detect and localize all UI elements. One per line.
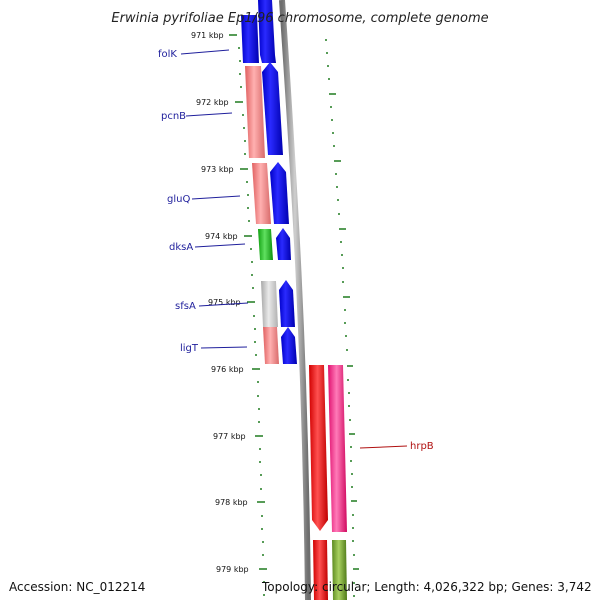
- gene-label-gluQ[interactable]: gluQ: [167, 194, 190, 205]
- gene-label-ligT[interactable]: ligT: [180, 343, 199, 354]
- tick-label-979: 979 kbp: [216, 565, 249, 574]
- feature-block-pcnB[interactable]: [245, 66, 265, 158]
- cds-arrow-next[interactable]: [313, 540, 328, 600]
- cds-arrow-sfsA[interactable]: [279, 280, 295, 327]
- feature-block-gluQ[interactable]: [252, 163, 271, 224]
- feature-block-ligT[interactable]: [263, 327, 279, 364]
- feature-block-hrpB[interactable]: [328, 365, 347, 532]
- genome-summary: Topology: circular; Length: 4,026,322 bp…: [262, 580, 592, 594]
- tick-label-975: 975 kbp: [208, 298, 241, 307]
- feature-block-sfsA[interactable]: [261, 281, 278, 327]
- tick-label-973: 973 kbp: [201, 165, 234, 174]
- gene-leader-gluQ: [191, 195, 241, 200]
- outer-tick-track: [325, 39, 359, 597]
- tick-label-978: 978 kbp: [215, 498, 248, 507]
- gene-label-sfsA[interactable]: sfsA: [175, 301, 196, 312]
- gene-leader-hrpB: [359, 445, 408, 449]
- gene-label-folK[interactable]: folK: [158, 49, 177, 60]
- cds-arrow-gluQ[interactable]: [270, 162, 289, 224]
- gene-leader-dksA: [194, 243, 246, 248]
- genome-backbone: [279, 0, 311, 600]
- map-title: Erwinia pyrifoliae Ep1/96 chromosome, co…: [111, 11, 488, 26]
- gene-label-pcnB[interactable]: pcnB: [161, 111, 186, 122]
- gene-label-hrpB[interactable]: hrpB: [410, 441, 434, 452]
- tick-label-977: 977 kbp: [213, 432, 246, 441]
- feature-block-dksA[interactable]: [258, 229, 273, 260]
- cds-arrow-dksA[interactable]: [276, 228, 291, 260]
- gene-leader-sfsA: [198, 302, 249, 307]
- gene-label-dksA[interactable]: dksA: [169, 242, 193, 253]
- cds-arrow-hrpB[interactable]: [309, 365, 328, 531]
- feature-block-folK[interactable]: [241, 15, 259, 63]
- gene-leader-ligT: [200, 346, 248, 349]
- tick-label-971: 971 kbp: [191, 31, 224, 40]
- gene-leader-folK: [180, 49, 230, 55]
- tick-label-972: 972 kbp: [196, 98, 229, 107]
- cds-arrow-folK[interactable]: [258, 0, 276, 63]
- tick-label-974: 974 kbp: [205, 232, 238, 241]
- tick-label-976: 976 kbp: [211, 365, 244, 374]
- gene-leader-pcnB: [185, 112, 233, 117]
- cds-arrow-ligT[interactable]: [281, 327, 297, 364]
- feature-block-next[interactable]: [332, 540, 347, 600]
- cds-arrow-pcnB[interactable]: [262, 62, 283, 155]
- inner-tick-track: [229, 34, 267, 596]
- accession-label: Accession: NC_012214: [9, 580, 146, 594]
